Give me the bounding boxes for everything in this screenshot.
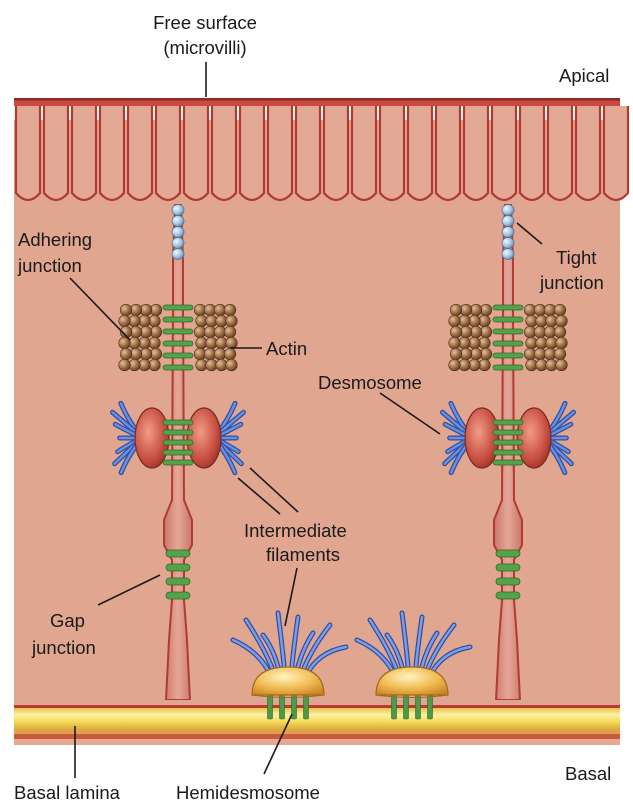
- microvillus: [70, 106, 98, 202]
- basal-label: Basal: [565, 763, 611, 784]
- microvillus: [182, 106, 210, 202]
- gap-junction-sublabel: junction: [31, 637, 96, 658]
- hemidesmosomes: [230, 610, 473, 720]
- desmosome: [439, 400, 577, 476]
- microvillus: [210, 106, 238, 202]
- microvillus: [238, 106, 266, 202]
- apical-label: Apical: [559, 65, 609, 86]
- microvillus: [42, 106, 70, 202]
- intermediate-filaments-sublabel: filaments: [266, 544, 340, 565]
- microvillus: [266, 106, 294, 202]
- microvillus: [126, 106, 154, 202]
- basal-lamina-label: Basal lamina: [14, 782, 121, 803]
- adhering-junction: [448, 303, 568, 372]
- intermediate-filaments-label: Intermediate: [244, 520, 347, 541]
- gap-junction: [495, 549, 521, 600]
- labels: Free surface (microvilli) Apical Adherin…: [14, 12, 611, 803]
- pointer-lines: [69, 62, 543, 778]
- microvillus: [574, 106, 602, 202]
- microvillus: [14, 106, 42, 202]
- free-surface-label: Free surface: [153, 12, 257, 33]
- microvillus: [434, 106, 462, 202]
- gap-junction-label: Gap: [50, 610, 85, 631]
- adhering-junction-sublabel: junction: [17, 255, 82, 276]
- adhering-junction-label: Adhering: [18, 229, 92, 250]
- basal-lamina-layer: [14, 700, 620, 745]
- free-surface-sublabel: (microvilli): [163, 37, 246, 58]
- microvilli: [14, 98, 630, 202]
- tight-junction: [171, 204, 185, 260]
- adhering-junction: [118, 303, 238, 372]
- desmosome: [109, 400, 247, 476]
- junction-structures: [109, 204, 577, 600]
- actin-label: Actin: [266, 338, 307, 359]
- microvillus: [98, 106, 126, 202]
- tight-junction: [501, 204, 515, 260]
- microvillus: [462, 106, 490, 202]
- microvillus: [602, 106, 630, 202]
- microvillus: [518, 106, 546, 202]
- microvillus: [378, 106, 406, 202]
- tight-junction-label: Tight: [556, 247, 596, 268]
- hemidesmosome: [354, 610, 473, 720]
- microvillus: [490, 106, 518, 202]
- microvillus: [322, 106, 350, 202]
- microvillus: [350, 106, 378, 202]
- hemidesmosome: [230, 610, 349, 720]
- desmosome-label: Desmosome: [318, 372, 422, 393]
- microvillus: [294, 106, 322, 202]
- gap-junction: [165, 549, 191, 600]
- microvillus: [154, 106, 182, 202]
- microvillus: [406, 106, 434, 202]
- apical-membrane: [14, 98, 620, 106]
- tight-junction-sublabel: junction: [539, 272, 604, 293]
- microvillus: [546, 106, 574, 202]
- hemidesmosome-label: Hemidesmosome: [176, 782, 320, 803]
